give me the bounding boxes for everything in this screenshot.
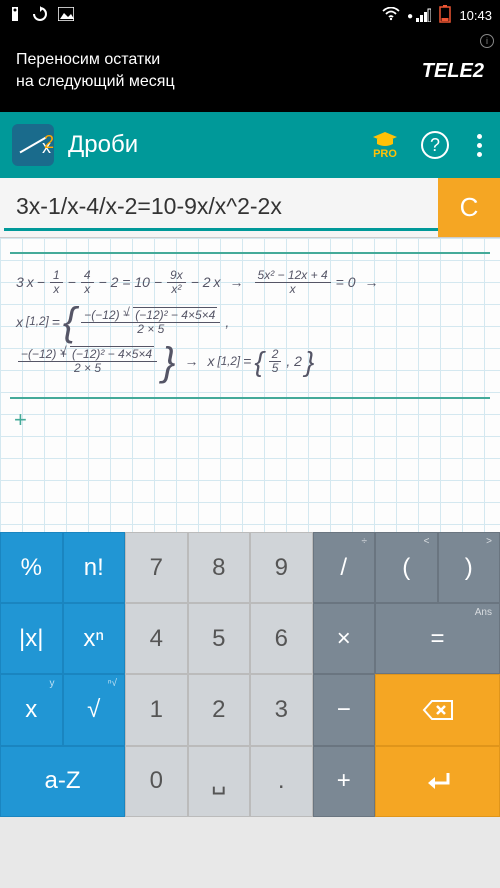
app-icon[interactable]	[12, 124, 54, 166]
key-multiply[interactable]: ×	[313, 603, 376, 674]
key-rparen[interactable]: )>	[438, 532, 500, 603]
sync-icon	[32, 6, 48, 25]
pro-label: PRO	[373, 148, 397, 160]
key-sqrt[interactable]: √ⁿ√	[63, 674, 126, 745]
add-step-button[interactable]: +	[14, 407, 490, 433]
keyboard: %n!789/÷(<)> |x|xⁿ456×=Ans xy√ⁿ√123− a-Z0␣.…	[0, 532, 500, 888]
key-0[interactable]: 0	[125, 746, 188, 817]
key-x[interactable]: xy	[0, 674, 63, 745]
key-equals[interactable]: =Ans	[375, 603, 500, 674]
app-title: Дроби	[68, 131, 371, 159]
key-power[interactable]: xⁿ	[63, 603, 126, 674]
ad-info-icon[interactable]: i	[480, 34, 494, 48]
ad-line2: на следующий месяц	[16, 71, 175, 93]
pro-button[interactable]: PRO	[371, 130, 399, 160]
app-bar: Дроби PRO ?	[0, 112, 500, 178]
key-percent[interactable]: %	[0, 532, 63, 603]
key-abs[interactable]: |x|	[0, 603, 63, 674]
key-plus[interactable]: +	[313, 746, 376, 817]
solution-box: 3x − 1x − 4x − 2 = 10 − 9xx² − 2x → 5x² …	[10, 252, 490, 399]
key-alpha[interactable]: a-Z	[0, 746, 125, 817]
menu-button[interactable]	[471, 134, 488, 157]
clock-time: 10:43	[459, 8, 492, 23]
key-7[interactable]: 7	[125, 532, 188, 603]
ad-brand: TELE2	[422, 60, 484, 83]
image-icon	[58, 7, 74, 24]
key-dot[interactable]: .	[250, 746, 313, 817]
key-3[interactable]: 3	[250, 674, 313, 745]
key-4[interactable]: 4	[125, 603, 188, 674]
key-lparen[interactable]: (<	[375, 532, 438, 603]
graduation-cap-icon	[371, 130, 399, 148]
input-row: C	[0, 178, 500, 238]
status-bar: ⦁ 10:43	[0, 0, 500, 30]
expression-input[interactable]	[4, 184, 438, 231]
key-space[interactable]: ␣	[188, 746, 251, 817]
signal-icon: ⦁	[408, 8, 432, 22]
key-minus[interactable]: −	[313, 674, 376, 745]
ad-text: Переносим остатки на следующий месяц	[16, 49, 175, 94]
key-factorial[interactable]: n!	[63, 532, 126, 603]
key-5[interactable]: 5	[188, 603, 251, 674]
key-8[interactable]: 8	[188, 532, 251, 603]
work-area: 3x − 1x − 4x − 2 = 10 − 9xx² − 2x → 5x² …	[0, 238, 500, 532]
key-divide[interactable]: /÷	[313, 532, 376, 603]
ad-banner[interactable]: Переносим остатки на следующий месяц TEL…	[0, 30, 500, 112]
ad-line1: Переносим остатки	[16, 49, 175, 71]
key-1[interactable]: 1	[125, 674, 188, 745]
battery-icon	[439, 5, 451, 26]
clear-button[interactable]: C	[438, 178, 500, 237]
key-2[interactable]: 2	[188, 674, 251, 745]
help-button[interactable]: ?	[421, 131, 449, 159]
key-6[interactable]: 6	[250, 603, 313, 674]
key-enter[interactable]	[375, 746, 500, 817]
notification-icon	[8, 6, 22, 25]
key-9[interactable]: 9	[250, 532, 313, 603]
wifi-icon	[382, 7, 400, 24]
key-backspace[interactable]	[375, 674, 500, 745]
